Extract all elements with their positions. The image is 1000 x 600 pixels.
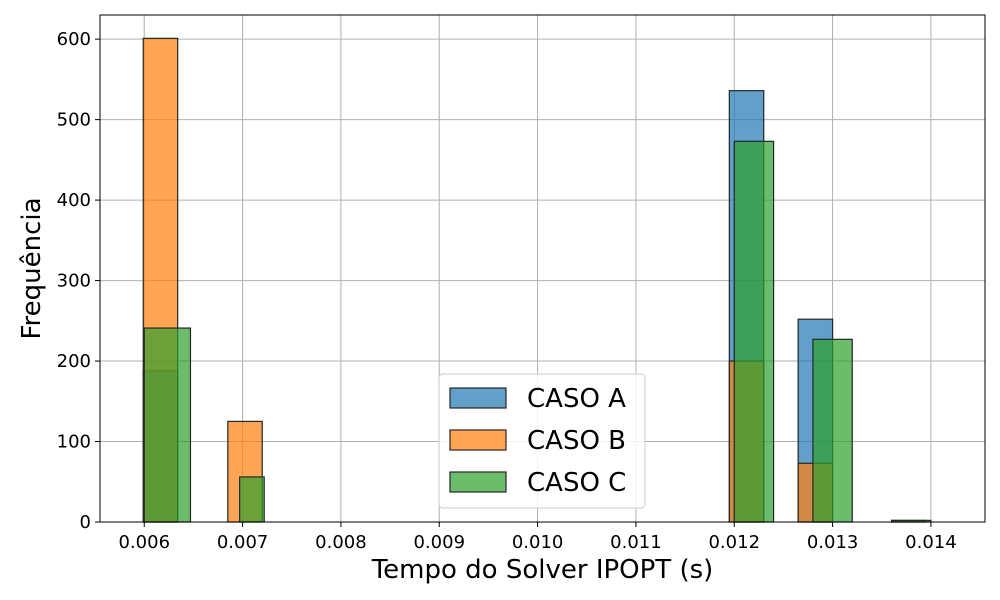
y-axis-label: Frequência — [17, 197, 47, 339]
bars — [142, 37, 932, 523]
legend-swatch-caso-a — [449, 387, 507, 409]
x-tick-label: 0.013 — [807, 532, 859, 553]
y-tick-label: 0 — [80, 512, 91, 533]
x-tick-label: 0.012 — [708, 532, 760, 553]
x-tick-label: 0.011 — [610, 532, 662, 553]
y-tick-label: 400 — [57, 190, 91, 211]
bar-caso-c — [239, 476, 265, 523]
legend-swatch-caso-b — [449, 429, 507, 451]
x-axis-label: Tempo do Solver IPOPT (s) — [371, 555, 714, 585]
axis-ticks: 0.006 0.007 0.008 0.009 0.010 0.011 0.012 0.013… — [57, 29, 957, 553]
legend: CASO A CASO B CASO C — [438, 373, 646, 509]
y-tick-label: 500 — [57, 110, 91, 131]
x-tick-label: 0.010 — [512, 532, 564, 553]
legend-label-caso-a: CASO A — [527, 384, 626, 414]
x-tick-label: 0.009 — [413, 532, 465, 553]
bar-caso-c — [733, 140, 775, 523]
legend-label-caso-c: CASO C — [527, 468, 626, 498]
x-tick-label: 0.008 — [315, 532, 367, 553]
y-tick-label: 100 — [57, 432, 91, 453]
y-tick-label: 600 — [57, 29, 91, 50]
x-tick-label: 0.014 — [905, 532, 957, 553]
legend-label-caso-b: CASO B — [527, 426, 626, 456]
x-tick-label: 0.007 — [217, 532, 269, 553]
legend-swatch-caso-c — [449, 471, 507, 493]
bar-caso-c — [143, 327, 192, 523]
y-tick-label: 300 — [57, 271, 91, 292]
y-tick-label: 200 — [57, 351, 91, 372]
plot-frame — [99, 14, 986, 523]
x-tick-label: 0.006 — [118, 532, 170, 553]
bar-caso-c — [812, 338, 853, 523]
